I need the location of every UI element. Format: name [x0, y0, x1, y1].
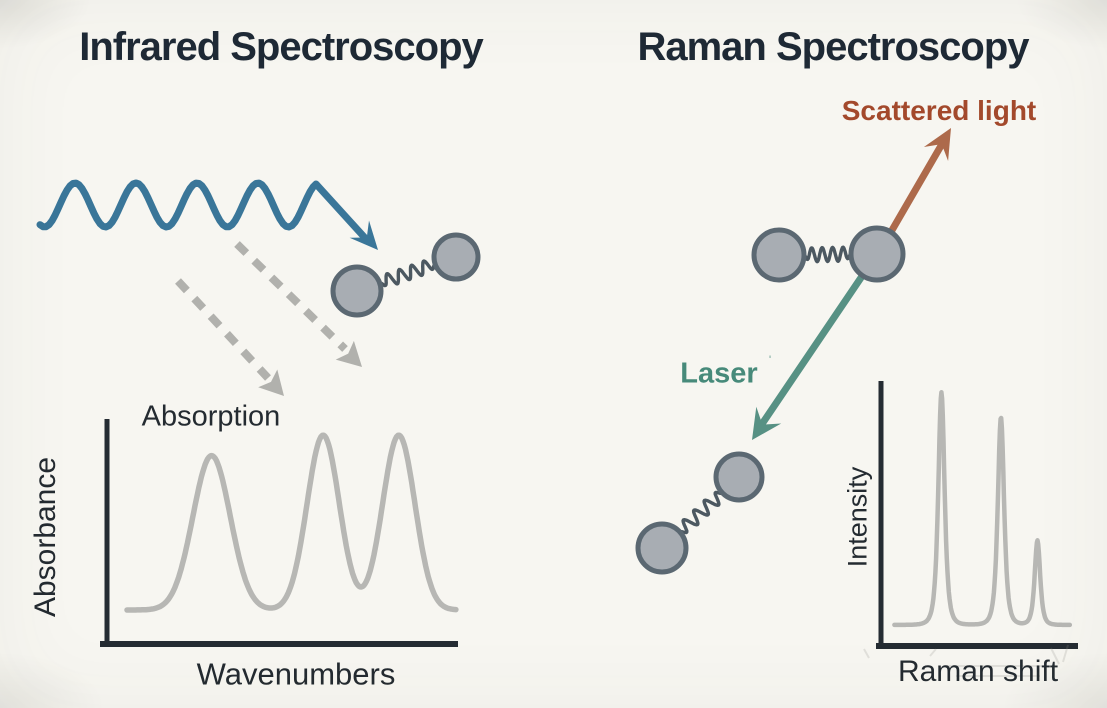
ir-spectrum-plot — [100, 419, 459, 647]
raman-molecule-top — [751, 225, 906, 283]
bond-spring-icon — [378, 259, 437, 288]
arrowhead-icon — [349, 220, 378, 250]
raman-beams — [752, 128, 951, 440]
ir-molecule — [330, 232, 481, 318]
laser-arrow — [758, 250, 881, 428]
scattered-light-arrow — [880, 140, 946, 248]
atom-icon — [431, 232, 481, 282]
watermark-artifact — [863, 644, 1069, 677]
ir-y-axis-label: Absorbance — [29, 456, 62, 618]
raman-spectrum-plot — [876, 381, 1078, 649]
atom-icon — [848, 225, 906, 283]
arrowhead-icon — [335, 340, 362, 367]
arrowhead-icon — [752, 406, 782, 440]
raman-panel-title: Raman Spectroscopy — [637, 25, 1029, 69]
dashed-arrow-icon — [175, 278, 271, 381]
bond-spring-icon — [802, 245, 853, 264]
ir-dashed-arrows — [175, 241, 362, 396]
ir-x-axis-label: Wavenumbers — [196, 656, 396, 692]
arrowhead-icon — [923, 128, 951, 161]
ir-panel-title: Infrared Spectroscopy — [79, 25, 484, 69]
bond-spring-icon — [678, 490, 724, 535]
atom-icon — [751, 227, 807, 283]
raman-spectrum-curve — [892, 390, 1073, 628]
dashed-arrow-icon — [234, 241, 348, 352]
raman-molecule-bottom — [635, 451, 765, 575]
sine-wave-icon — [36, 179, 370, 243]
scattered-light-label: Scattered light — [841, 95, 1037, 126]
raman-y-axis-label: Intensity — [842, 466, 873, 568]
arrowhead-icon — [258, 369, 284, 396]
absorption-label: Absorption — [141, 400, 281, 433]
laser-label: Laser — [680, 357, 758, 390]
ir-incident-wave-arrow — [36, 179, 378, 250]
atom-icon — [713, 451, 765, 503]
atom-icon — [330, 264, 384, 318]
raman-x-axis-label: Raman shift — [897, 655, 1059, 688]
atom-icon — [635, 521, 689, 575]
ir-spectrum-curve — [124, 432, 459, 613]
laser-superscript-mark: ˈ — [767, 354, 773, 371]
